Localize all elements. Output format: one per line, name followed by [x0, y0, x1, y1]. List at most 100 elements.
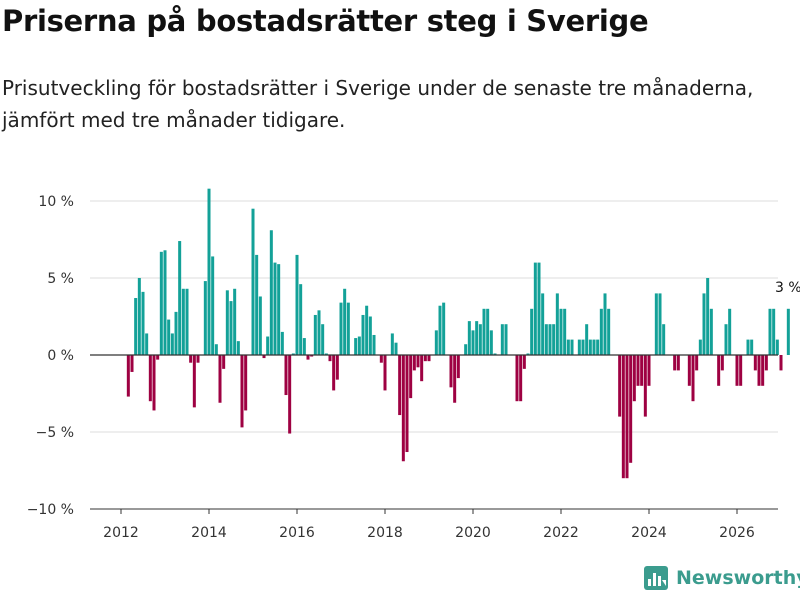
- y-tick-label: 0 %: [47, 348, 74, 364]
- bar: [339, 302, 343, 355]
- bar: [603, 293, 607, 355]
- bar: [728, 308, 732, 355]
- bar: [233, 288, 237, 355]
- bar: [170, 333, 174, 355]
- bar: [251, 208, 255, 355]
- bar: [662, 324, 666, 355]
- bar: [244, 355, 248, 411]
- bar-chart: 10 % 5 % 0 % −5 % −10 % 2012 2014 2016 2018 2020…: [27, 188, 800, 541]
- bar: [401, 355, 405, 462]
- bar: [471, 330, 475, 355]
- bar: [768, 308, 772, 355]
- bar: [240, 355, 244, 428]
- bar: [753, 355, 757, 371]
- bar: [544, 324, 548, 355]
- brand-name: Newsworthy: [676, 567, 800, 589]
- bar: [779, 355, 783, 371]
- x-tick-label: 2024: [631, 525, 667, 541]
- bar: [225, 290, 229, 355]
- bar: [126, 355, 130, 397]
- bar: [702, 293, 706, 355]
- bar: [493, 353, 497, 355]
- bar: [317, 310, 321, 355]
- y-tick-label: 10 %: [38, 194, 74, 210]
- bar: [167, 319, 171, 355]
- bar: [588, 339, 592, 355]
- bar: [218, 355, 222, 403]
- bar: [405, 355, 409, 453]
- bar: [504, 324, 508, 355]
- bar: [222, 355, 226, 369]
- bar: [522, 355, 526, 369]
- bar: [306, 355, 310, 360]
- bar: [346, 302, 350, 355]
- bar: [409, 355, 413, 399]
- bar: [332, 355, 336, 391]
- bar: [764, 355, 768, 371]
- bar: [280, 331, 284, 355]
- bar: [196, 355, 200, 363]
- last-value-annotation: 3 %: [775, 280, 800, 296]
- bar: [266, 336, 270, 355]
- bar: [585, 324, 589, 355]
- bar: [269, 230, 273, 355]
- bar: [284, 355, 288, 396]
- bar: [775, 339, 779, 355]
- bar: [427, 355, 431, 362]
- bar: [185, 288, 189, 355]
- bar: [203, 281, 207, 355]
- bar: [658, 293, 662, 355]
- newsworthy-brand: Newsworthy: [644, 566, 800, 590]
- bar: [423, 355, 427, 362]
- bar: [310, 355, 314, 357]
- bar: [757, 355, 761, 386]
- bar: [643, 355, 647, 417]
- bar: [607, 308, 611, 355]
- bar: [141, 291, 145, 355]
- bar: [453, 355, 457, 403]
- bar: [442, 302, 446, 355]
- bar: [299, 284, 303, 355]
- bar: [559, 308, 563, 355]
- bar: [695, 355, 699, 371]
- bar: [361, 314, 365, 355]
- bar: [709, 308, 713, 355]
- bar: [548, 324, 552, 355]
- bar: [691, 355, 695, 402]
- bar: [519, 355, 523, 402]
- bar: [515, 355, 519, 402]
- bar: [739, 355, 743, 386]
- bar: [207, 188, 211, 355]
- bar: [673, 355, 677, 371]
- bar: [321, 324, 325, 355]
- bar: [412, 355, 416, 371]
- bar: [676, 355, 680, 371]
- bar: [335, 355, 339, 380]
- bar: [746, 339, 750, 355]
- bar-chart-logo-icon: [644, 566, 668, 590]
- bar: [313, 314, 317, 355]
- bar: [379, 355, 383, 363]
- x-tick-label: 2020: [455, 525, 491, 541]
- annotations: 3 %: [775, 280, 800, 296]
- bar: [181, 288, 185, 355]
- bar: [258, 296, 262, 355]
- bar: [189, 355, 193, 363]
- bar: [581, 339, 585, 355]
- bar: [420, 355, 424, 382]
- bar: [475, 321, 479, 355]
- bar: [398, 355, 402, 416]
- bar: [324, 353, 328, 355]
- bar: [735, 355, 739, 386]
- bar: [372, 334, 376, 355]
- bar: [288, 355, 292, 434]
- bar: [277, 264, 281, 355]
- y-tick-label: 5 %: [47, 271, 74, 287]
- bar: [343, 288, 347, 355]
- bar: [772, 308, 776, 355]
- bar: [592, 339, 596, 355]
- bar: [537, 262, 541, 355]
- bar: [761, 355, 765, 386]
- bar: [636, 355, 640, 386]
- bar: [163, 250, 167, 355]
